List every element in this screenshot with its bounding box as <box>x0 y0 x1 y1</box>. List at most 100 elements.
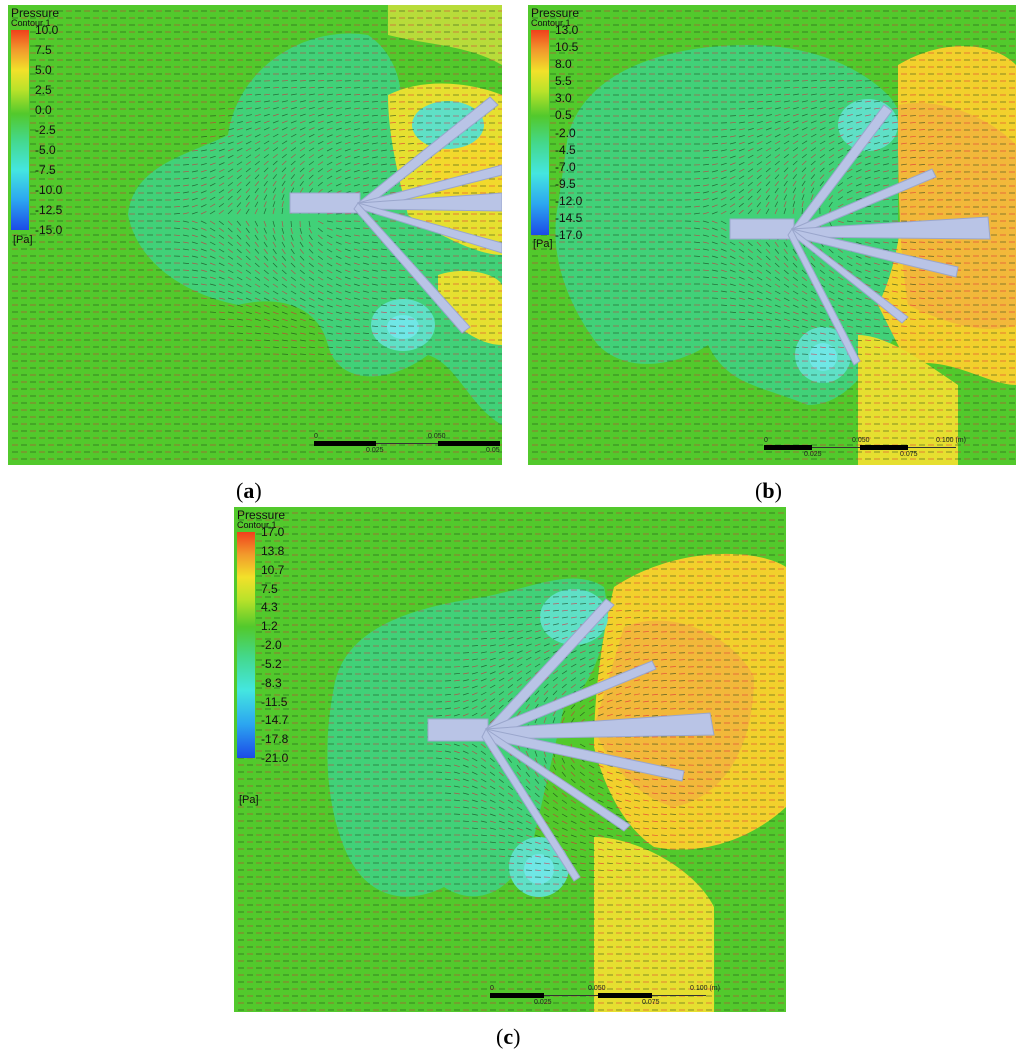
velocity-vector <box>272 297 279 302</box>
velocity-vector <box>263 174 269 180</box>
velocity-vector <box>263 318 270 322</box>
velocity-vector <box>317 147 324 152</box>
velocity-vector <box>317 297 324 301</box>
velocity-vector <box>272 346 280 348</box>
velocity-vector <box>281 86 288 89</box>
velocity-vector <box>389 156 396 159</box>
velocity-vector <box>200 183 207 187</box>
velocity-vector <box>308 161 314 166</box>
velocity-vector <box>855 100 862 103</box>
velocity-vector <box>810 93 817 96</box>
velocity-vector <box>209 122 217 124</box>
velocity-vector <box>254 269 260 274</box>
velocity-vector <box>308 181 314 187</box>
velocity-vector <box>191 227 198 231</box>
velocity-vector <box>389 192 397 194</box>
velocity-vector <box>801 180 806 187</box>
velocity-vector <box>335 127 342 131</box>
velocity-vector <box>254 114 261 117</box>
velocity-vector <box>254 208 258 215</box>
velocity-vector <box>398 304 406 306</box>
velocity-vector <box>398 149 406 152</box>
velocity-vector <box>371 128 378 131</box>
velocity-vector <box>173 234 181 236</box>
velocity-vector <box>801 147 808 152</box>
velocity-vector <box>272 201 276 208</box>
velocity-vector <box>353 227 360 230</box>
velocity-vector <box>380 170 387 173</box>
velocity-vector <box>299 100 306 103</box>
velocity-vector <box>227 114 234 117</box>
velocity-vector <box>738 182 745 187</box>
velocity-vector <box>335 311 342 314</box>
velocity-vector <box>317 339 324 342</box>
velocity-vector <box>281 255 287 261</box>
velocity-vector <box>326 93 333 96</box>
velocity-vector <box>711 143 719 145</box>
velocity-vector <box>353 169 360 173</box>
velocity-vector <box>344 290 351 294</box>
velocity-vector <box>864 162 871 166</box>
legend-tick-label: -2.5 <box>35 123 56 137</box>
velocity-vector <box>353 290 360 293</box>
velocity-vector <box>308 120 315 124</box>
velocity-vector <box>783 120 790 124</box>
velocity-vector <box>801 140 808 145</box>
velocity-vector <box>846 141 853 145</box>
velocity-vector <box>317 120 324 124</box>
velocity-vector <box>245 195 250 201</box>
velocity-vector <box>756 168 762 173</box>
velocity-vector <box>801 153 807 159</box>
velocity-vector <box>299 248 304 254</box>
velocity-vector <box>308 297 315 301</box>
velocity-vector <box>407 283 415 285</box>
velocity-vector <box>756 100 764 103</box>
velocity-vector <box>218 297 225 300</box>
velocity-vector <box>272 248 277 255</box>
velocity-vector <box>873 149 880 152</box>
velocity-vector <box>308 113 315 117</box>
velocity-vector <box>245 154 252 159</box>
velocity-vector <box>326 127 333 131</box>
velocity-vector <box>864 176 871 180</box>
velocity-vector <box>380 304 387 307</box>
velocity-vector <box>882 142 889 145</box>
pressure-contour-field <box>8 5 502 465</box>
velocity-vector <box>326 297 333 301</box>
velocity-vector <box>299 154 306 159</box>
velocity-vector <box>353 269 360 273</box>
velocity-vector <box>182 191 189 194</box>
velocity-vector <box>308 346 315 349</box>
velocity-vector <box>344 141 351 145</box>
velocity-vector <box>326 290 333 294</box>
velocity-vector <box>765 181 771 187</box>
velocity-vector <box>245 332 252 335</box>
velocity-vector <box>245 269 252 274</box>
velocity-vector <box>380 248 387 251</box>
velocity-vector <box>353 176 360 180</box>
velocity-vector <box>344 155 351 159</box>
velocity-vector <box>344 169 351 173</box>
velocity-vector <box>729 135 736 138</box>
velocity-vector <box>245 208 250 215</box>
velocity-vector <box>281 311 288 315</box>
velocity-vector <box>281 241 286 248</box>
velocity-vector <box>299 140 306 145</box>
velocity-vector <box>254 107 261 110</box>
velocity-vector <box>864 155 871 159</box>
velocity-vector <box>846 134 853 138</box>
velocity-vector <box>263 127 270 131</box>
velocity-vector <box>254 325 261 328</box>
velocity-vector <box>290 332 297 335</box>
velocity-vector <box>380 318 388 320</box>
velocity-vector <box>227 276 234 280</box>
velocity-vector <box>281 297 288 302</box>
velocity-vector <box>882 149 889 152</box>
velocity-vector <box>792 133 799 138</box>
velocity-vector <box>353 121 360 124</box>
velocity-vector <box>209 183 216 187</box>
velocity-vector <box>290 140 297 145</box>
velocity-vector <box>281 100 288 103</box>
velocity-vector <box>263 100 270 103</box>
velocity-vector <box>272 194 276 201</box>
